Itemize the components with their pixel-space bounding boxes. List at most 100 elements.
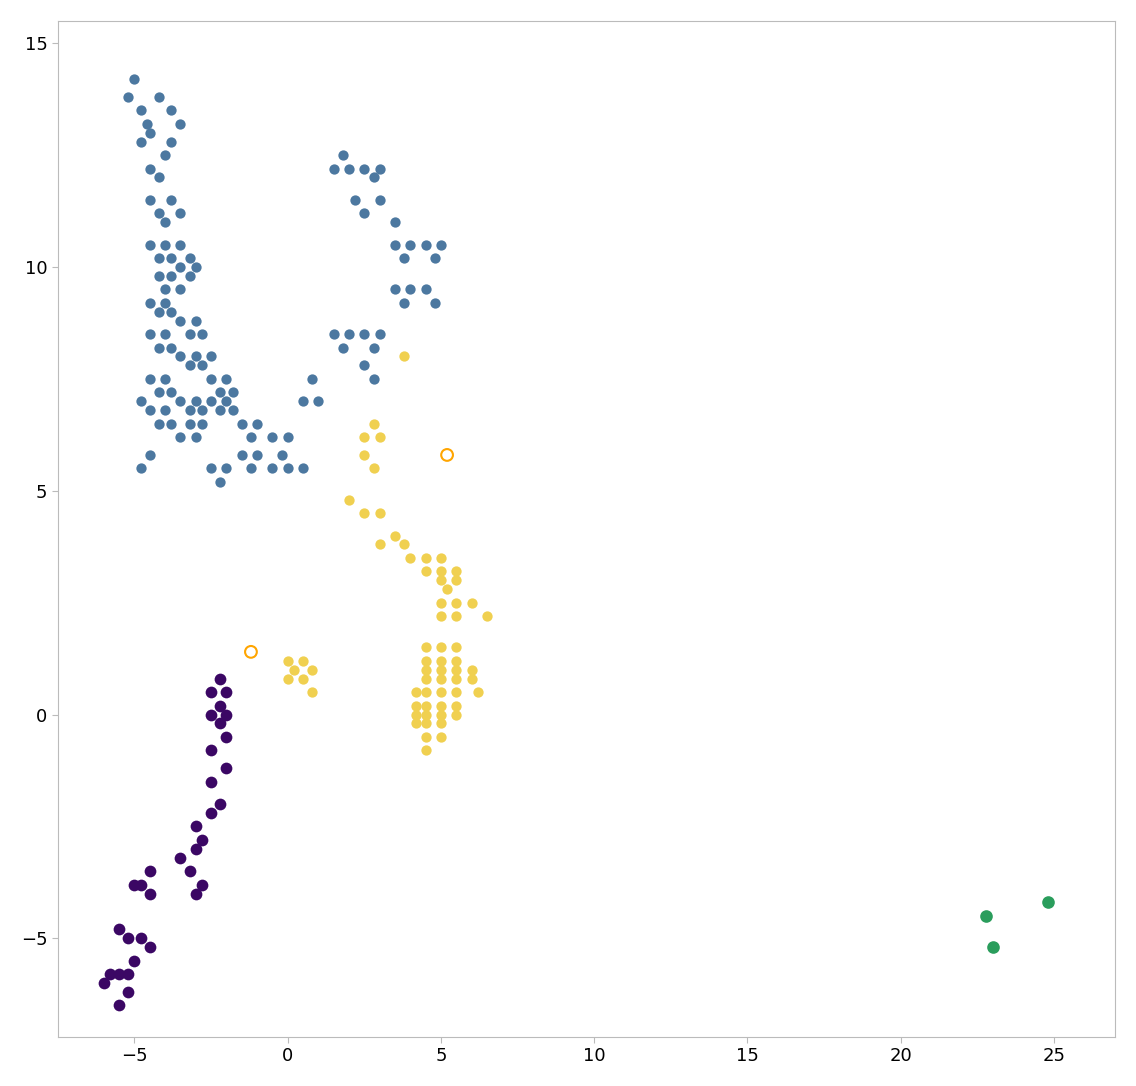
Point — [162, 267, 181, 285]
Point — [119, 88, 137, 105]
Point — [217, 706, 235, 723]
Point — [438, 581, 457, 598]
Point — [356, 446, 374, 464]
Point — [110, 997, 128, 1014]
Point — [156, 402, 174, 419]
Point — [150, 383, 168, 401]
Point — [386, 280, 404, 298]
Point — [211, 402, 229, 419]
Point — [202, 773, 220, 791]
Point — [278, 670, 296, 687]
Point — [181, 267, 199, 285]
Point — [172, 312, 190, 329]
Point — [438, 446, 457, 464]
Point — [193, 326, 211, 343]
Point — [977, 907, 995, 924]
Point — [346, 191, 365, 209]
Point — [432, 594, 450, 611]
Point — [162, 250, 181, 267]
Point — [432, 236, 450, 253]
Point — [432, 571, 450, 589]
Point — [193, 831, 211, 848]
Point — [141, 402, 159, 419]
Point — [417, 706, 435, 723]
Point — [417, 236, 435, 253]
Point — [186, 392, 204, 409]
Point — [334, 339, 352, 356]
Point — [278, 428, 296, 445]
Point — [193, 402, 211, 419]
Point — [1038, 894, 1056, 911]
Point — [401, 236, 419, 253]
Point — [150, 204, 168, 222]
Point — [340, 491, 358, 508]
Point — [202, 706, 220, 723]
Point — [186, 348, 204, 365]
Point — [211, 383, 229, 401]
Point — [242, 428, 260, 445]
Point — [273, 446, 291, 464]
Point — [395, 294, 414, 312]
Point — [469, 683, 487, 700]
Point — [132, 132, 150, 150]
Point — [325, 160, 343, 177]
Point — [248, 446, 266, 464]
Point — [162, 132, 181, 150]
Point — [172, 392, 190, 409]
Point — [211, 670, 229, 687]
Point — [181, 326, 199, 343]
Point — [417, 639, 435, 656]
Point — [132, 459, 150, 477]
Point — [432, 652, 450, 669]
Point — [172, 280, 190, 298]
Point — [150, 267, 168, 285]
Point — [432, 670, 450, 687]
Point — [303, 661, 321, 679]
Point — [141, 191, 159, 209]
Point — [356, 204, 374, 222]
Point — [141, 124, 159, 141]
Point — [417, 670, 435, 687]
Point — [356, 504, 374, 521]
Point — [432, 697, 450, 715]
Point — [172, 204, 190, 222]
Point — [417, 550, 435, 567]
Point — [202, 459, 220, 477]
Point — [448, 639, 466, 656]
Point — [233, 415, 251, 432]
Point — [334, 147, 352, 164]
Point — [150, 250, 168, 267]
Point — [303, 370, 321, 388]
Point — [278, 459, 296, 477]
Point — [202, 742, 220, 759]
Point — [448, 652, 466, 669]
Point — [110, 965, 128, 983]
Point — [432, 729, 450, 746]
Point — [356, 326, 374, 343]
Point — [401, 280, 419, 298]
Point — [365, 168, 383, 186]
Point — [408, 715, 426, 732]
Point — [202, 392, 220, 409]
Point — [162, 191, 181, 209]
Point — [395, 250, 414, 267]
Point — [242, 643, 260, 660]
Point — [395, 348, 414, 365]
Point — [119, 965, 137, 983]
Point — [141, 370, 159, 388]
Point — [181, 402, 199, 419]
Point — [141, 236, 159, 253]
Point — [417, 661, 435, 679]
Point — [181, 415, 199, 432]
Point — [193, 415, 211, 432]
Point — [125, 952, 143, 970]
Point — [202, 348, 220, 365]
Point — [278, 652, 296, 669]
Point — [401, 550, 419, 567]
Point — [186, 258, 204, 276]
Point — [156, 147, 174, 164]
Point — [417, 563, 435, 580]
Point — [156, 280, 174, 298]
Point — [137, 115, 156, 132]
Point — [186, 818, 204, 835]
